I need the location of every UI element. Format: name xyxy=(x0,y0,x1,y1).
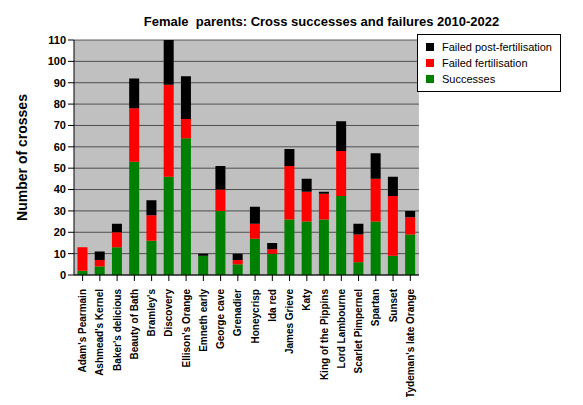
svg-text:Sunset: Sunset xyxy=(388,288,399,322)
svg-text:60: 60 xyxy=(54,141,66,153)
svg-text:Discovery: Discovery xyxy=(163,289,174,337)
svg-text:James Grieve: James Grieve xyxy=(284,289,295,354)
svg-text:Ellison's Orange: Ellison's Orange xyxy=(181,289,192,368)
svg-text:King of the Pippins: King of the Pippins xyxy=(319,289,330,381)
html-text:Female parents: Cross successe: Female parents: Cross successes and fail… xyxy=(143,14,500,29)
svg-text:Number of crosses: Number of crosses xyxy=(14,94,30,221)
html-text:Failed fertilisation: Failed fertilisation xyxy=(441,57,528,69)
svg-text:10: 10 xyxy=(54,248,66,260)
svg-text:100: 100 xyxy=(48,55,66,67)
svg-text:40: 40 xyxy=(54,183,66,195)
svg-text:Katy: Katy xyxy=(301,289,312,311)
svg-text:20: 20 xyxy=(54,226,66,238)
html-text:Successes: Successes xyxy=(441,73,496,85)
svg-text:0: 0 xyxy=(60,269,66,281)
svg-text:70: 70 xyxy=(54,119,66,131)
svg-text:Adam's Pearmain: Adam's Pearmain xyxy=(77,289,88,373)
svg-text:Ida red: Ida red xyxy=(267,289,278,322)
svg-text:Spartan: Spartan xyxy=(370,289,381,326)
svg-text:110: 110 xyxy=(48,34,66,46)
svg-text:90: 90 xyxy=(54,77,66,89)
svg-text:Bramley's: Bramley's xyxy=(146,289,157,337)
svg-text:George cave: George cave xyxy=(215,289,226,349)
html-text:Failed post-fertilisation: Failed post-fertilisation xyxy=(441,41,552,53)
svg-text:Scarlet Pimpernel: Scarlet Pimpernel xyxy=(353,289,364,374)
svg-text:50: 50 xyxy=(54,162,66,174)
svg-text:Emneth early: Emneth early xyxy=(198,289,209,352)
svg-text:30: 30 xyxy=(54,205,66,217)
svg-text:Tydeman's late Orange: Tydeman's late Orange xyxy=(405,289,416,397)
svg-text:Ashmead's Kernel: Ashmead's Kernel xyxy=(94,289,105,376)
svg-text:Grenadier: Grenadier xyxy=(232,289,243,336)
svg-text:80: 80 xyxy=(54,98,66,110)
svg-text:Lord Lambourne: Lord Lambourne xyxy=(336,289,347,369)
svg-text:Baker's delicious: Baker's delicious xyxy=(112,289,123,371)
svg-text:Beauty of Bath: Beauty of Bath xyxy=(129,289,140,360)
svg-text:Honeycrisp: Honeycrisp xyxy=(250,289,261,343)
